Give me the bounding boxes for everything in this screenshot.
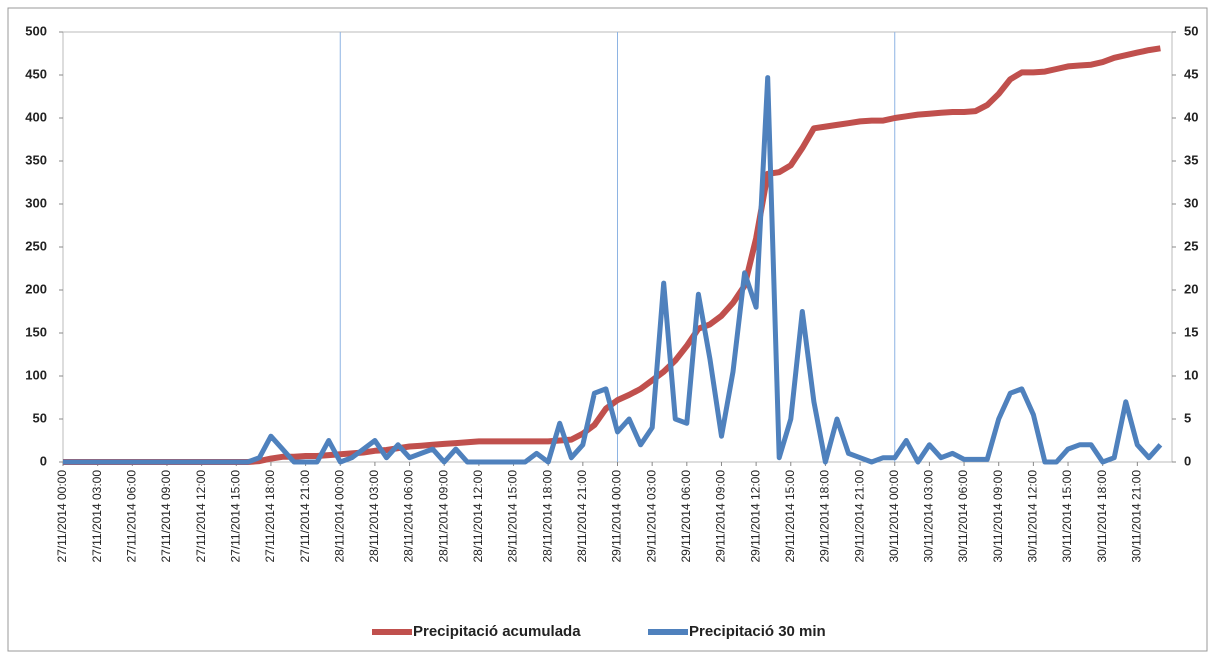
y2-tick-label: 25: [1184, 238, 1198, 253]
x-tick-label: 30/11/2014 15:00: [1060, 470, 1074, 563]
x-tick-label: 30/11/2014 00:00: [887, 470, 901, 563]
legend-label: Precipitació 30 min: [689, 623, 826, 640]
x-tick-label: 29/11/2014 09:00: [714, 470, 728, 563]
x-tick-label: 30/11/2014 06:00: [956, 470, 970, 563]
y-tick-label: 400: [25, 109, 47, 124]
x-tick-label: 30/11/2014 03:00: [922, 470, 936, 563]
y-tick-label: 250: [25, 238, 47, 253]
y2-tick-label: 40: [1184, 109, 1198, 124]
chart-frame: [7, 7, 1208, 652]
x-tick-label: 28/11/2014 06:00: [402, 470, 416, 563]
x-tick-label: 27/11/2014 21:00: [298, 470, 312, 563]
x-tick-label: 27/11/2014 09:00: [159, 470, 173, 563]
x-tick-label: 30/11/2014 18:00: [1095, 470, 1109, 563]
x-tick-label: 29/11/2014 15:00: [783, 470, 797, 563]
x-tick-label: 28/11/2014 12:00: [471, 470, 485, 563]
x-tick-label: 28/11/2014 09:00: [436, 470, 450, 563]
y2-tick-label: 0: [1184, 453, 1191, 468]
y-tick-label: 300: [25, 195, 47, 210]
y-tick-label: 0: [40, 453, 47, 468]
x-tick-label: 29/11/2014 00:00: [610, 470, 624, 563]
y2-tick-label: 50: [1184, 23, 1198, 38]
x-tick-label: 27/11/2014 00:00: [55, 470, 69, 563]
x-tick-label: 29/11/2014 12:00: [748, 470, 762, 563]
x-tick-label: 27/11/2014 12:00: [194, 470, 208, 563]
x-tick-label: 28/11/2014 15:00: [506, 470, 520, 563]
y-tick-label: 500: [25, 23, 47, 38]
y-tick-label: 450: [25, 66, 47, 81]
y2-tick-label: 20: [1184, 281, 1198, 296]
x-tick-label: 30/11/2014 12:00: [1026, 470, 1040, 563]
y2-tick-label: 10: [1184, 367, 1198, 382]
x-tick-label: 30/11/2014 09:00: [991, 470, 1005, 563]
x-tick-label: 27/11/2014 15:00: [228, 470, 242, 563]
y2-tick-label: 45: [1184, 66, 1198, 81]
y-tick-label: 200: [25, 281, 47, 296]
data-line: [63, 45, 1161, 465]
x-tick-label: 28/11/2014 03:00: [367, 470, 381, 563]
y2-tick-label: 5: [1184, 410, 1191, 425]
x-tick-label: 27/11/2014 06:00: [124, 470, 138, 563]
x-tick-label: 28/11/2014 21:00: [575, 470, 589, 563]
x-tick-label: 29/11/2014 03:00: [644, 470, 658, 563]
x-tick-label: 30/11/2014 21:00: [1130, 470, 1144, 563]
y-tick-label: 150: [25, 324, 47, 339]
x-tick-label: 29/11/2014 21:00: [852, 470, 866, 563]
y-tick-label: 50: [33, 410, 47, 425]
y-tick-label: 100: [25, 367, 47, 382]
x-tick-label: 27/11/2014 18:00: [263, 470, 277, 563]
x-tick-label: 29/11/2014 06:00: [679, 470, 693, 563]
y2-tick-label: 15: [1184, 324, 1198, 339]
legend-label: Precipitació acumulada: [413, 623, 581, 640]
data-line: [63, 75, 1163, 465]
x-tick-label: 29/11/2014 18:00: [818, 470, 832, 563]
x-tick-label: 28/11/2014 00:00: [332, 470, 346, 563]
y-tick-label: 350: [25, 152, 47, 167]
y2-tick-label: 30: [1184, 195, 1198, 210]
x-tick-label: 28/11/2014 18:00: [540, 470, 554, 563]
y2-tick-label: 35: [1184, 152, 1198, 167]
x-tick-label: 27/11/2014 03:00: [90, 470, 104, 563]
